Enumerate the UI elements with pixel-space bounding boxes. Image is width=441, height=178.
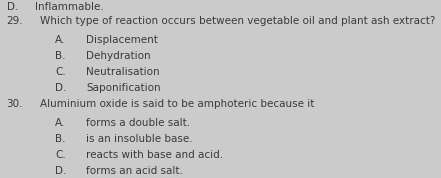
Text: Which type of reaction occurs between vegetable oil and plant ash extract?: Which type of reaction occurs between ve… — [40, 16, 435, 26]
Text: reacts with base and acid.: reacts with base and acid. — [86, 150, 223, 160]
Text: A.: A. — [55, 118, 66, 128]
Text: is an insoluble base.: is an insoluble base. — [86, 134, 193, 144]
Text: 30.: 30. — [7, 99, 23, 109]
Text: B.: B. — [55, 134, 66, 144]
Text: D.: D. — [55, 83, 67, 93]
Text: D.: D. — [55, 166, 67, 176]
Text: Neutralisation: Neutralisation — [86, 67, 160, 77]
Text: forms an acid salt.: forms an acid salt. — [86, 166, 183, 176]
Text: B.: B. — [55, 51, 66, 61]
Text: Aluminium oxide is said to be amphoteric because it: Aluminium oxide is said to be amphoteric… — [40, 99, 314, 109]
Text: Dehydration: Dehydration — [86, 51, 151, 61]
Text: Inflammable.: Inflammable. — [35, 2, 104, 12]
Text: A.: A. — [55, 35, 66, 45]
Text: C.: C. — [55, 67, 66, 77]
Text: C.: C. — [55, 150, 66, 160]
Text: forms a double salt.: forms a double salt. — [86, 118, 190, 128]
Text: 29.: 29. — [7, 16, 23, 26]
Text: Displacement: Displacement — [86, 35, 158, 45]
Text: Saponification: Saponification — [86, 83, 161, 93]
Text: D.: D. — [7, 2, 18, 12]
